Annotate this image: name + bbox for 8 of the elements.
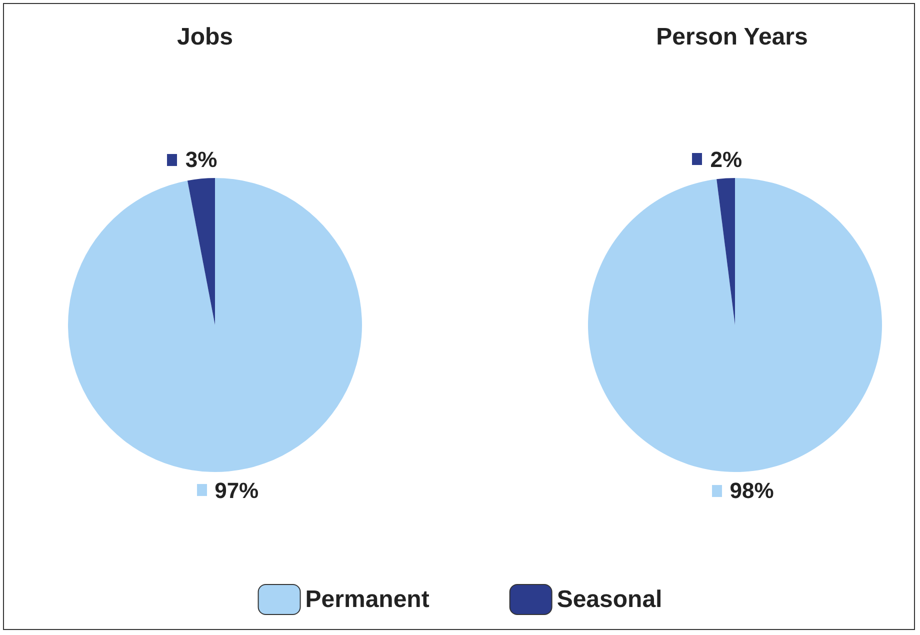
legend-label: Permanent [305,586,430,613]
data-label: 3% [185,147,218,172]
data-label: 2% [710,146,742,172]
chart-title: Person Years [656,24,808,50]
chart-title: Jobs [176,24,234,50]
legend-label: Seasonal [556,586,662,613]
data-label: 97% [214,478,259,503]
data-label: 98% [730,478,774,504]
